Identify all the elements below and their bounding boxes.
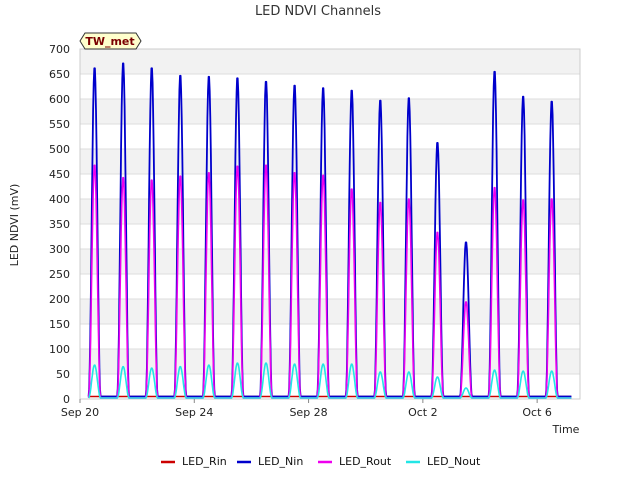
chart-title: LED NDVI Channels (255, 4, 381, 19)
plot-band (80, 324, 580, 349)
y-tick-label: 450 (49, 168, 70, 181)
plot-band (80, 49, 580, 74)
x-tick-label: Sep 24 (175, 406, 213, 419)
y-tick-label: 650 (49, 68, 70, 81)
legend-label-led-nin: LED_Nin (258, 455, 303, 468)
x-tick-label: Sep 28 (289, 406, 327, 419)
series-line-led-nout (87, 362, 572, 399)
y-tick-label: 150 (49, 318, 70, 331)
plot-band (80, 124, 580, 149)
y-tick-label: 400 (49, 193, 70, 206)
legend-label-led-rout: LED_Rout (339, 455, 392, 468)
y-axis-ticks: 0 50 100 150 200 250 300 350 400 450 500 550 600 650 7… (49, 43, 70, 406)
y-tick-label: 700 (49, 43, 70, 56)
y-tick-label: 50 (56, 368, 70, 381)
y-tick-label: 100 (49, 343, 70, 356)
plot-background-bands (80, 49, 580, 399)
y-tick-label: 500 (49, 143, 70, 156)
x-tick-label: Sep 20 (61, 406, 99, 419)
series-layer (87, 62, 572, 399)
y-tick-label: 250 (49, 268, 70, 281)
x-axis-label: Time (552, 423, 580, 436)
plot-frame (79, 48, 581, 400)
plot-band (80, 349, 580, 374)
legend-label-led-nout: LED_Nout (427, 455, 481, 468)
x-tick-label: Oct 2 (408, 406, 438, 419)
y-tick-label: 0 (63, 393, 70, 406)
site-label-box: TW_met (79, 32, 142, 50)
y-tick-label: 350 (49, 218, 70, 231)
y-tick-label: 550 (49, 118, 70, 131)
y-tick-label: 300 (49, 243, 70, 256)
y-axis-label: LED NDVI (mV) (8, 184, 21, 267)
y-tick-label: 600 (49, 93, 70, 106)
y-tick-label: 200 (49, 293, 70, 306)
legend-label-led-rin: LED_Rin (182, 455, 227, 468)
x-tick-label: Oct 6 (522, 406, 552, 419)
plot-band (80, 299, 580, 324)
chart-legend: LED_Rin LED_Nin LED_Rout LED_Nout (161, 455, 481, 468)
plot-band (80, 74, 580, 99)
plot-band (80, 99, 580, 124)
site-label: TW_met (85, 35, 134, 48)
site-label-shape (79, 32, 142, 50)
x-axis-ticks: Sep 20 Sep 24 Sep 28 Oct 2 Oct 6 (61, 399, 552, 419)
plot-band (80, 149, 580, 174)
